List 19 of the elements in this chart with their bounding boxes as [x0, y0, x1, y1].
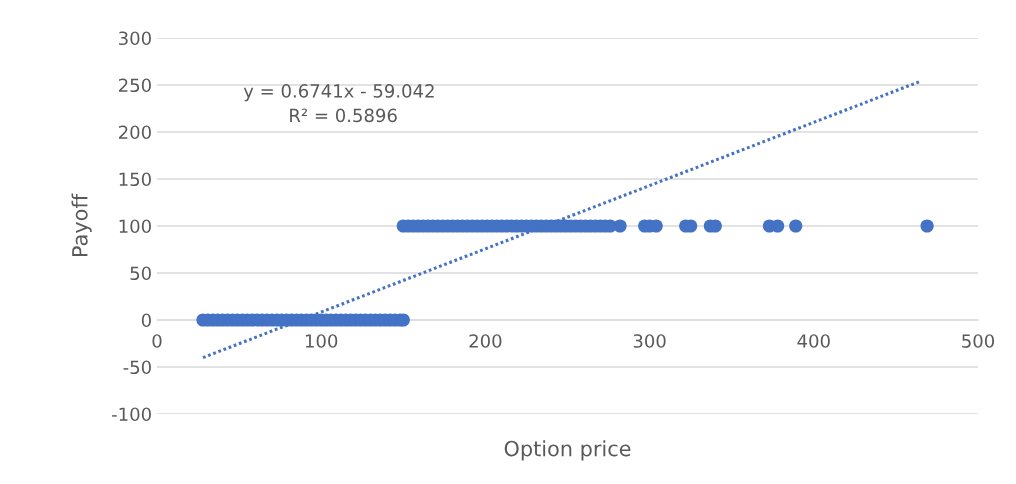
- x-axis-title: Option price: [504, 440, 631, 461]
- y-tick-label: -100: [112, 407, 151, 422]
- y-tick-label: 50: [130, 266, 151, 281]
- y-tick-label: 100: [119, 219, 151, 234]
- annotation: y = 0.6741x - 59.042: [243, 84, 434, 102]
- y-tick-label: 250: [119, 78, 151, 93]
- x-tick-label: 300: [633, 334, 666, 348]
- x-tick-label: 100: [305, 334, 338, 348]
- y-tick-label: 300: [119, 31, 151, 46]
- annotation: R² = 0.5896: [290, 108, 397, 123]
- y-tick-label: 200: [119, 125, 151, 140]
- x-tick-label: 400: [797, 334, 830, 348]
- x-tick-label: 500: [962, 334, 995, 348]
- x-tick-label: 0: [152, 334, 162, 348]
- y-axis-title: Payoff: [71, 193, 92, 257]
- y-tick-label: -50: [123, 360, 151, 375]
- y-tick-label: 0: [141, 313, 151, 328]
- x-tick-label: 200: [469, 334, 502, 348]
- y-tick-label: 150: [119, 172, 151, 187]
